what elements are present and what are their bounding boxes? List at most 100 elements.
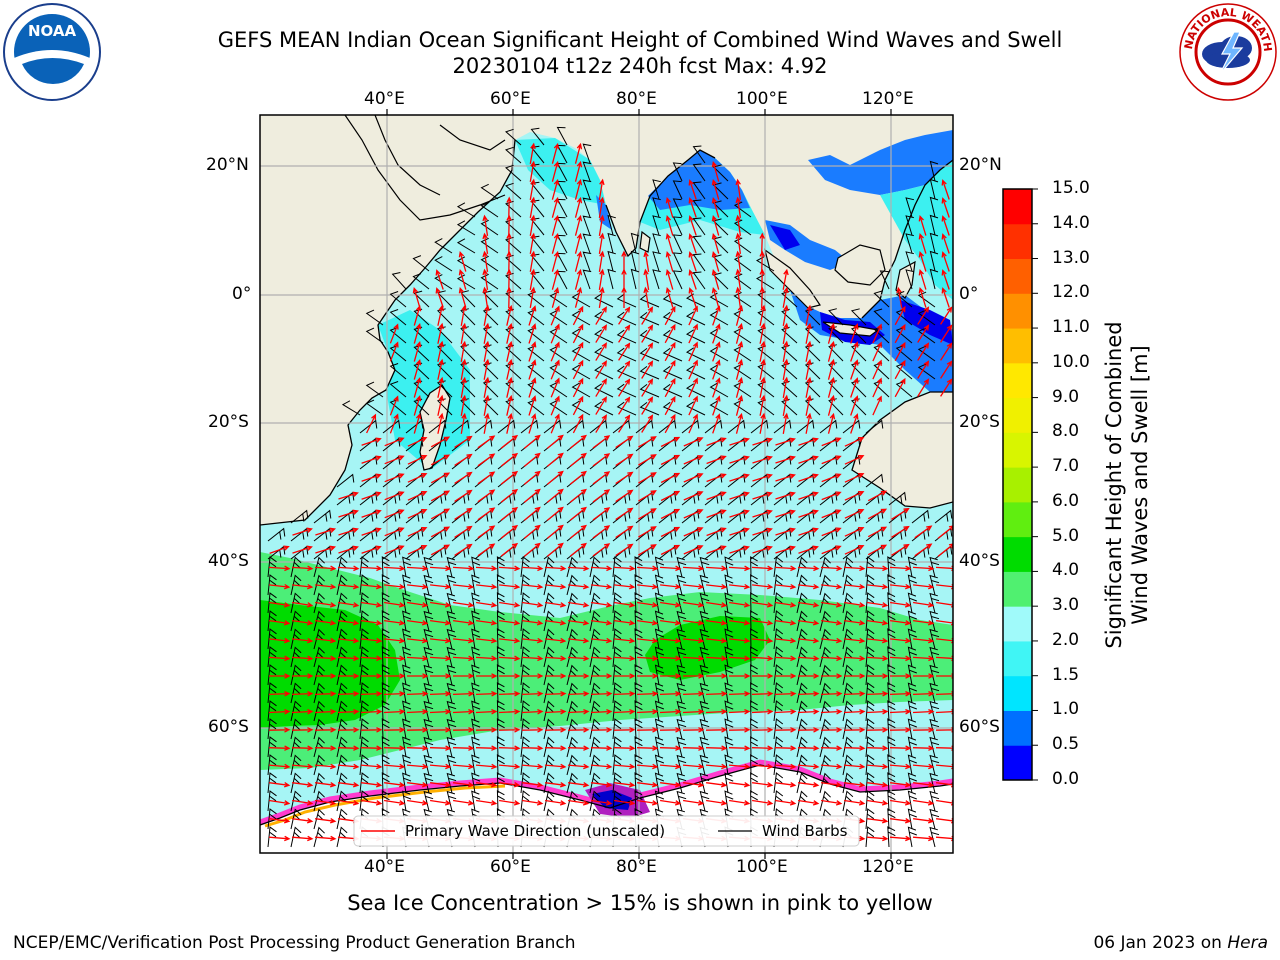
wind-barb [607,214,616,236]
wave-arrow [598,178,605,201]
wave-arrow [338,545,359,554]
wave-arrow [361,437,382,446]
wind-barb [589,592,601,614]
wave-arrow [360,745,383,751]
wind-barb [929,754,940,776]
wind-barb [616,293,637,308]
wind-barb [471,718,481,740]
wind-barb [907,808,917,830]
wave-arrow [314,708,337,715]
wind-barb [402,592,412,614]
wave-arrow [615,543,634,557]
wave-arrow [866,763,889,770]
wind-barb [543,772,555,794]
wave-arrow [569,470,587,485]
wave-arrow [752,473,773,482]
wave-arrow [688,197,697,218]
wave-arrow [659,727,682,733]
wind-barb [887,826,896,848]
wave-arrow [453,637,475,644]
wind-barb [639,366,660,380]
wave-arrow [529,214,536,237]
wave-arrow [506,358,513,380]
wind-barb [480,255,499,272]
wave-arrow [529,268,536,291]
wave-arrow [314,655,337,662]
wave-arrow [821,545,842,555]
wave-arrow [544,655,567,662]
wave-arrow [912,691,935,697]
wind-barb [428,491,447,506]
wind-barb [381,682,390,704]
wave-arrow [782,412,789,435]
wave-arrow [569,542,587,557]
wave-arrow [500,488,519,503]
wind-barb [359,419,378,434]
wave-arrow [482,268,489,290]
wind-barb [571,346,591,362]
wind-barb [733,309,752,326]
wind-barb [290,700,302,722]
lat-tick-right: 60°S [959,717,1000,737]
wave-arrow [798,619,820,626]
wind-barb [412,255,430,272]
wind-barb [842,455,861,470]
wave-arrow [660,454,681,466]
wave-arrow [314,565,337,572]
wave-arrow [706,799,728,806]
wave-arrow [528,341,537,362]
colorbar-tick-label: 14.0 [1052,212,1090,233]
wave-arrow [452,763,475,770]
wind-barb [895,291,913,308]
wind-barb [381,754,390,776]
lon-tick-top: 100°E [736,89,788,109]
wind-barb [365,327,384,344]
wind-barb [359,772,369,794]
wave-arrow [545,673,567,679]
wave-arrow [913,799,935,806]
wind-barb [676,574,687,596]
wave-arrow [482,250,489,272]
wave-arrow [682,655,705,662]
wave-arrow [523,524,541,539]
wave-arrow [798,799,820,806]
wave-arrow [615,525,634,539]
wave-arrow [729,799,751,806]
wave-arrow [429,708,452,715]
wave-arrow [361,782,383,788]
wind-barb [589,419,608,434]
wind-barb [905,269,915,290]
wind-barb [543,646,555,668]
wave-arrow [894,323,906,344]
wave-arrow [268,835,291,842]
wave-arrow [477,453,496,467]
wind-barb [471,754,481,776]
wave-arrow [361,799,383,806]
wind-barb [842,754,854,776]
wave-arrow [545,799,567,806]
wave-arrow [872,359,882,380]
wind-barb [267,700,277,722]
wave-arrow [292,637,314,644]
lon-tick-bottom: 60°E [490,857,531,877]
wave-arrow [821,473,842,483]
wave-arrow [613,745,636,751]
wind-barb [543,574,555,596]
wind-barb [796,419,815,434]
wave-arrow [550,323,560,344]
wind-barb [423,646,434,668]
wave-arrow [913,818,935,824]
wind-barb [796,664,808,686]
wave-arrow [688,323,698,344]
wave-arrow [752,545,773,554]
wind-barb [589,610,601,632]
wind-barb [423,610,434,632]
wave-arrow [664,377,676,398]
wind-barb [589,664,601,686]
wind-barb [672,252,683,272]
wind-barb [654,718,665,740]
wave-arrow [683,545,704,555]
wave-arrow [521,655,544,662]
wind-barb [543,628,555,650]
wave-arrow [545,637,567,644]
